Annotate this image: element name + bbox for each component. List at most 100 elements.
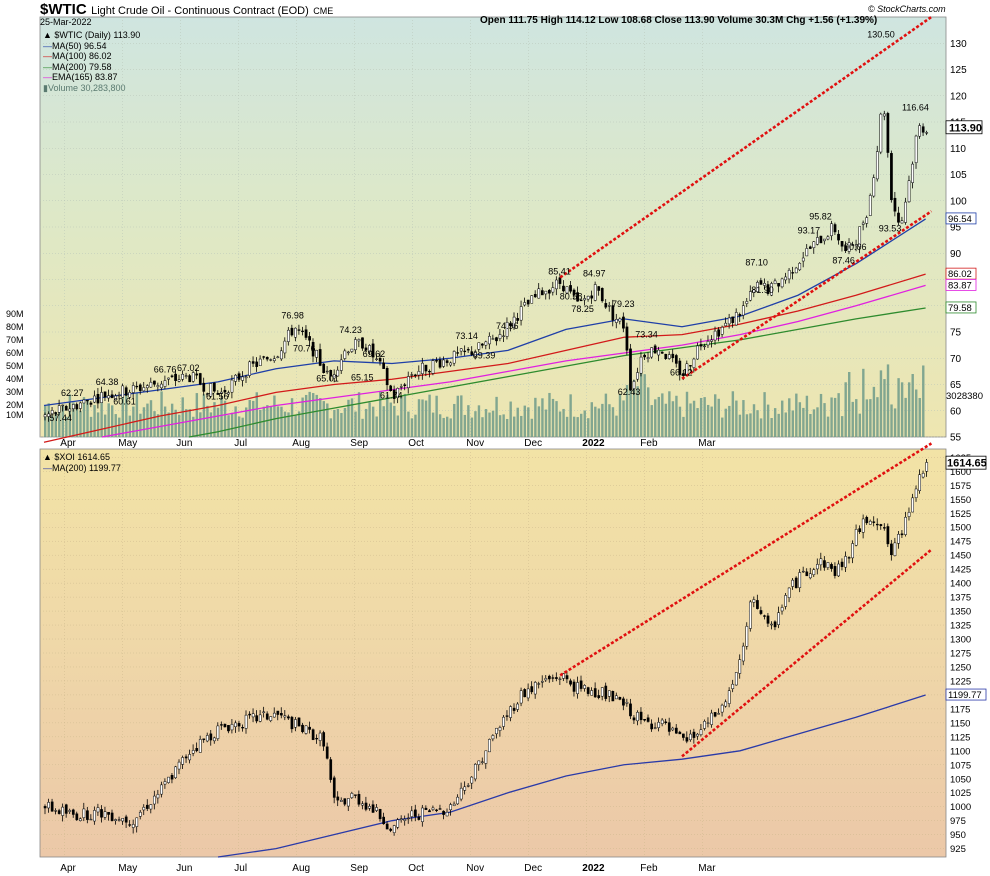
price-bar-body bbox=[699, 729, 703, 736]
price-bar-body bbox=[244, 376, 248, 379]
volume-bar bbox=[833, 397, 837, 437]
volume-bar bbox=[301, 397, 304, 437]
price-bar-body bbox=[399, 818, 403, 820]
price-bar-body bbox=[710, 339, 713, 342]
end-value-labels: 113.90 96.54 86.0283.87 79.58 3028380 1614.65… bbox=[945, 120, 987, 701]
price-bar-body bbox=[562, 673, 565, 679]
price-bar-body bbox=[639, 356, 643, 374]
price-bar-body bbox=[297, 329, 301, 331]
price-bar-body bbox=[251, 713, 255, 718]
x-tick-label-top: 2022 bbox=[582, 438, 605, 449]
price-bar-body bbox=[227, 725, 230, 732]
price-bar-body bbox=[435, 360, 438, 362]
price-bar-body bbox=[900, 220, 904, 224]
price-bar-body bbox=[727, 317, 731, 325]
volume-bar bbox=[442, 417, 445, 437]
price-bar-body bbox=[794, 577, 798, 589]
volume-bar bbox=[802, 407, 805, 437]
price-bar-body bbox=[516, 318, 519, 321]
price-bar-body bbox=[604, 303, 608, 308]
price-bar-body bbox=[280, 350, 283, 360]
price-bar-body bbox=[332, 374, 336, 379]
price-bar-body bbox=[798, 572, 802, 588]
top-series-lines bbox=[43, 218, 926, 443]
x-tick-label-top: Nov bbox=[466, 438, 484, 449]
price-bar-body bbox=[251, 361, 255, 364]
volume-bar bbox=[692, 400, 696, 437]
price-bar-body bbox=[308, 726, 311, 730]
top-trendlines bbox=[559, 15, 933, 380]
price-bar-body bbox=[170, 375, 174, 377]
price-bar-body bbox=[816, 564, 819, 570]
price-bar-body bbox=[865, 516, 869, 524]
volume-bar bbox=[336, 408, 340, 437]
price-bar-body bbox=[812, 569, 816, 576]
volume-bar bbox=[569, 394, 572, 437]
volume-bar bbox=[639, 371, 643, 437]
price-bar-body bbox=[389, 385, 393, 391]
x-tick-label-bottom: Aug bbox=[292, 863, 310, 874]
price-bar-body bbox=[61, 806, 65, 816]
volume-bar bbox=[886, 364, 890, 437]
price-bar-body bbox=[431, 807, 435, 810]
volume-bar bbox=[350, 398, 354, 437]
volume-bar bbox=[326, 403, 329, 437]
price-annotation: 74.23 bbox=[339, 325, 362, 335]
price-bar-body bbox=[241, 726, 244, 729]
price-annotations: 57.44 62.27 64.38 60.61 66.76 67.02 61.56 76.98… bbox=[49, 30, 928, 424]
price-bar-body bbox=[128, 392, 132, 398]
price-bar-body bbox=[671, 727, 675, 731]
price-bar-body bbox=[466, 349, 470, 351]
volume-bar bbox=[788, 398, 791, 437]
price-bar-body bbox=[837, 233, 840, 241]
price-bar-body bbox=[544, 678, 548, 681]
price-annotation: 130.50 bbox=[867, 30, 895, 40]
price-bar-body bbox=[124, 816, 128, 823]
volume-bar bbox=[879, 370, 883, 437]
trendline bbox=[681, 210, 933, 380]
volume-bar bbox=[548, 392, 551, 437]
price-bar-body bbox=[851, 244, 854, 246]
x-tick-label-top: Aug bbox=[292, 438, 310, 449]
x-tick-label-bottom: Feb bbox=[640, 863, 658, 874]
price-bar-body bbox=[71, 809, 75, 815]
price-bar-body bbox=[491, 735, 495, 740]
price-bar-body bbox=[385, 823, 389, 830]
volume-bar bbox=[611, 407, 615, 437]
price-bar-body bbox=[449, 362, 452, 366]
volume-bar bbox=[565, 416, 569, 437]
price-bar-body bbox=[879, 113, 883, 153]
legend-ema165: —EMA(165) 83.87 bbox=[43, 72, 118, 82]
volume-bar bbox=[357, 392, 361, 437]
price-annotation: 87.46 bbox=[832, 256, 855, 266]
price-bar-body bbox=[537, 288, 541, 299]
price-annotation: 61.56 bbox=[206, 392, 229, 402]
price-bar-body bbox=[643, 718, 646, 721]
volume-bar bbox=[911, 374, 914, 437]
price-annotation: 62.43 bbox=[618, 387, 641, 397]
price-bar-body bbox=[223, 389, 227, 393]
price-annotation: 65.15 bbox=[351, 373, 374, 383]
price-bar-body bbox=[255, 361, 259, 367]
price-bar-body bbox=[576, 682, 579, 695]
volume-bar bbox=[890, 404, 893, 437]
last-close-box bbox=[945, 120, 983, 135]
price-annotation: 66.12 bbox=[670, 368, 693, 378]
price-bar-body bbox=[473, 764, 477, 780]
y-tick-label: 925 bbox=[950, 844, 966, 855]
y-tick-label: 1500 bbox=[950, 523, 971, 534]
price-bar-body bbox=[343, 798, 347, 805]
y-tick-label: 1450 bbox=[950, 551, 971, 562]
price-bar-body bbox=[378, 809, 382, 820]
volume-bar bbox=[738, 414, 742, 437]
price-bar-body bbox=[272, 712, 276, 718]
price-bar-body bbox=[396, 819, 400, 828]
volume-bar bbox=[280, 406, 283, 437]
price-bar-body bbox=[921, 126, 925, 133]
price-bar-body bbox=[329, 759, 333, 780]
price-bar-body bbox=[318, 732, 322, 741]
volume-bar bbox=[851, 401, 854, 437]
price-bar-body bbox=[131, 385, 135, 393]
price-bar-body bbox=[516, 703, 519, 710]
price-bar-body bbox=[682, 733, 685, 738]
